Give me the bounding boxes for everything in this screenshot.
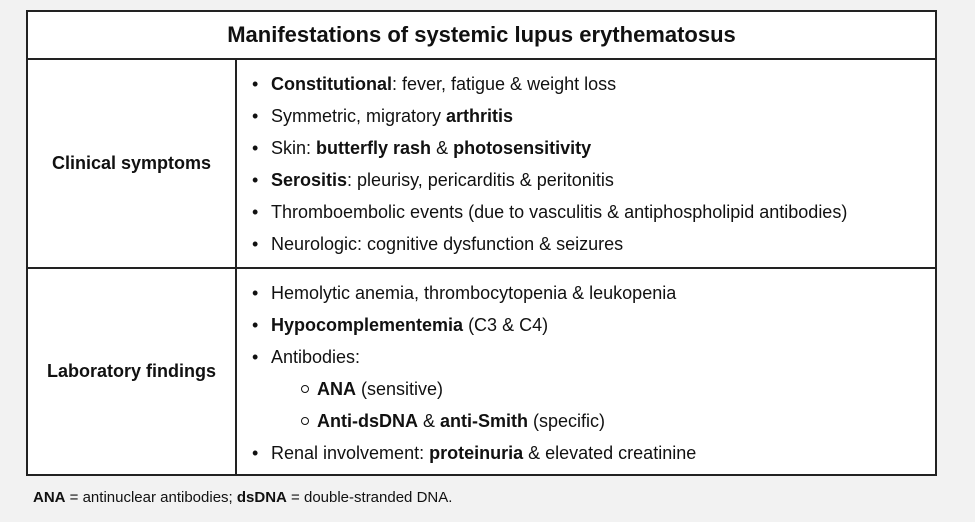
- laboratory-findings-list: Hemolytic anemia, thrombocytopenia & leu…: [252, 277, 935, 469]
- manifestations-table: Manifestations of systemic lupus erythem…: [26, 10, 937, 476]
- circle-bullet-icon: [301, 385, 309, 393]
- list-item: Hemolytic anemia, thrombocytopenia & leu…: [252, 277, 935, 309]
- circle-bullet-icon: [301, 417, 309, 425]
- list-item: Renal involvement: proteinuria & elevate…: [252, 437, 935, 469]
- list-item: Hypocomplementemia (C3 & C4): [252, 309, 935, 341]
- list-item: Neurologic: cognitive dysfunction & seiz…: [252, 228, 935, 260]
- abbreviations-footnote: ANA = antinuclear antibodies; dsDNA = do…: [33, 489, 453, 506]
- laboratory-findings-label: Laboratory findings: [28, 269, 237, 474]
- list-item: Antibodies: ANA (sensitive) Anti-dsDNA &…: [252, 341, 935, 437]
- list-item: Constitutional: fever, fatigue & weight …: [252, 68, 935, 100]
- list-item: Serositis: pleurisy, pericarditis & peri…: [252, 164, 935, 196]
- list-item: Symmetric, migratory arthritis: [252, 100, 935, 132]
- table-title: Manifestations of systemic lupus erythem…: [28, 12, 935, 60]
- laboratory-findings-row: Laboratory findings Hemolytic anemia, th…: [28, 269, 935, 474]
- sub-list-item: ANA (sensitive): [271, 373, 935, 405]
- laboratory-findings-content: Hemolytic anemia, thrombocytopenia & leu…: [237, 269, 935, 474]
- list-item: Skin: butterfly rash & photosensitivity: [252, 132, 935, 164]
- antibodies-sublist: ANA (sensitive) Anti-dsDNA & anti-Smith …: [271, 373, 935, 437]
- list-item: Thromboembolic events (due to vasculitis…: [252, 196, 935, 228]
- clinical-symptoms-list: Constitutional: fever, fatigue & weight …: [252, 68, 935, 260]
- clinical-symptoms-label: Clinical symptoms: [28, 60, 237, 267]
- clinical-symptoms-content: Constitutional: fever, fatigue & weight …: [237, 60, 935, 267]
- sub-list-item: Anti-dsDNA & anti-Smith (specific): [271, 405, 935, 437]
- clinical-symptoms-row: Clinical symptoms Constitutional: fever,…: [28, 60, 935, 269]
